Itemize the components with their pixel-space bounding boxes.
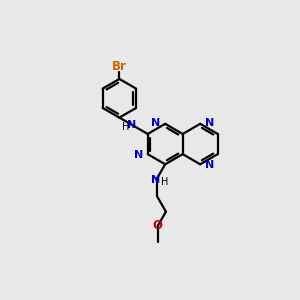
Text: O: O [153, 219, 163, 232]
Text: H: H [122, 122, 129, 132]
Text: N: N [152, 118, 161, 128]
Text: N: N [128, 120, 137, 130]
Text: N: N [134, 150, 143, 160]
Text: N: N [205, 160, 214, 170]
Text: H: H [161, 177, 168, 187]
Text: N: N [151, 175, 160, 185]
Text: N: N [205, 118, 214, 128]
Text: Br: Br [112, 60, 127, 73]
